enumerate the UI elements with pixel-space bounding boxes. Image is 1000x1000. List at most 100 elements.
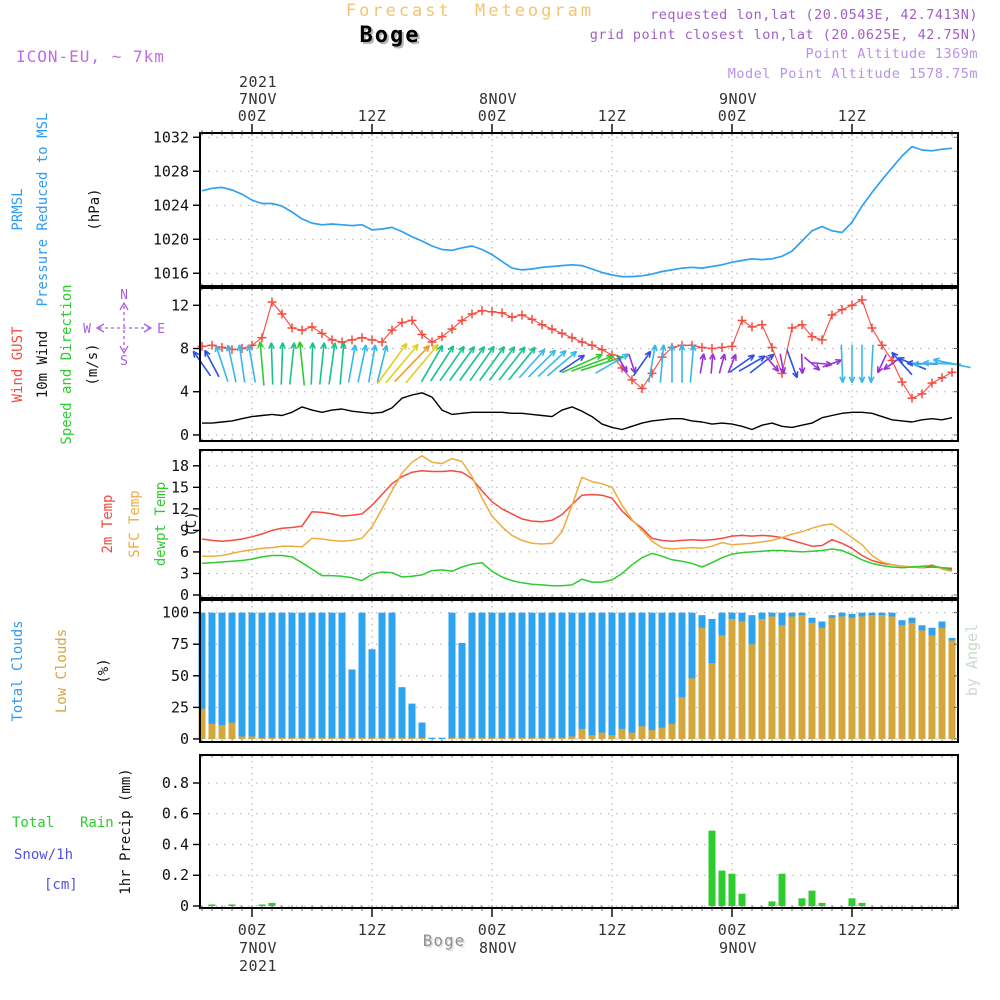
y-tick-label: 0 — [180, 730, 189, 748]
time-tick-label-bottom: 00Z — [478, 921, 507, 939]
panel-prmsl: 1016 1020 1024 1028 1032 PRMSL Pressure Reduce… — [10, 113, 959, 307]
series-markers-0 — [197, 295, 957, 403]
y-tick-label: 12 — [171, 296, 189, 314]
time-tick-label-top: 12Z — [838, 107, 867, 125]
y-tick-label: 8 — [180, 340, 189, 358]
axis-label: (%) — [96, 658, 112, 683]
y-tick-label: 100 — [162, 604, 189, 622]
bars-0 — [208, 830, 866, 907]
y-tick-label: 50 — [171, 667, 189, 685]
date-label-top: 9NOV — [719, 90, 757, 108]
y-tick-label: 12 — [171, 500, 189, 518]
axis-label: Total Clouds — [10, 620, 26, 721]
date-label-top: 8NOV — [479, 90, 517, 108]
axis-label: (hPa) — [87, 188, 103, 230]
compass-letter: E — [157, 322, 165, 337]
year-label-top: 2021 — [239, 73, 277, 91]
requested-coords: requested lon,lat (20.0543E, 42.7413N) — [650, 7, 978, 23]
axis-label: Wind GUST — [10, 326, 26, 402]
axis-label: (m/s) — [85, 343, 101, 385]
axis-label: 10m Wind — [35, 331, 51, 398]
y-tick-label: 25 — [171, 698, 189, 716]
y-tick-label: 0 — [180, 897, 189, 915]
time-tick-label-top: 00Z — [718, 107, 747, 125]
axis-label: Low Clouds — [54, 629, 70, 713]
y-tick-label: 15 — [171, 478, 189, 496]
footer-station: Boge — [423, 931, 466, 950]
date-label-top: 7NOV — [239, 90, 277, 108]
y-tick-label: 18 — [171, 457, 189, 475]
footer-station-shadow: Boge — [424, 933, 467, 952]
date-label-bottom: 7NOV — [239, 939, 277, 957]
axis-label: (C) — [184, 511, 200, 536]
series-line-0 — [201, 145, 953, 278]
model-point-altitude: Model Point Altitude 1578.75m — [727, 65, 978, 82]
legend-label: Rain — [80, 815, 114, 831]
y-tick-label: 0.8 — [162, 774, 189, 792]
time-tick-label-top: 12Z — [358, 107, 387, 125]
axis-label: SFC Temp — [127, 490, 143, 557]
series-line-1 — [202, 454, 953, 573]
grid-point-coords: grid point closest lon,lat (20.0625E, 42… — [589, 26, 978, 43]
axis-label: 1hr Precip (mm) — [118, 768, 134, 894]
time-tick-label-bottom: 00Z — [718, 921, 747, 939]
point-altitude: Point Altitude 1369m — [805, 46, 978, 62]
y-tick-label: 1020 — [153, 230, 189, 248]
y-tick-label: 0.4 — [162, 835, 189, 853]
y-tick-label: 75 — [171, 635, 189, 653]
time-tick-label-top: 12Z — [598, 107, 627, 125]
y-tick-label: 4 — [180, 383, 189, 401]
y-tick-label: 3 — [180, 564, 189, 582]
wind-direction-arrows — [192, 341, 971, 386]
time-tick-label-bottom: 12Z — [598, 921, 627, 939]
y-tick-label: 1016 — [153, 264, 189, 282]
legend-label: Total — [12, 815, 54, 831]
compass-letter: N — [120, 288, 128, 303]
year-label-bottom: 2021 — [239, 957, 277, 975]
axis-label: dewpt Temp — [153, 482, 169, 566]
y-tick-label: 0.2 — [162, 866, 189, 884]
time-tick-label-bottom: 00Z — [238, 921, 267, 939]
y-tick-label: 0 — [180, 586, 189, 604]
panel-wind: N S W E 0 4 8 12 Wind GUST 10m Wind Speed and Dire… — [10, 284, 971, 445]
bars-0 — [198, 612, 956, 739]
y-tick-label: 1032 — [153, 128, 189, 146]
bars-1 — [198, 615, 956, 739]
series-line-0 — [201, 299, 953, 399]
compass-letter: S — [120, 354, 128, 369]
model-label: ICON-EU, ~ 7km — [16, 47, 165, 66]
series-line-0 — [201, 470, 953, 570]
axis-label: PRMSL — [10, 188, 26, 230]
axis-label: 2m Temp — [100, 494, 116, 553]
y-tick-label: 1024 — [153, 196, 189, 214]
panel-clouds: 0 25 50 75 100 Total Clouds Low Clouds (%) — [10, 599, 959, 748]
y-tick-label: 6 — [180, 543, 189, 561]
axis-label: Speed and Direction — [59, 284, 75, 444]
legend-label: [cm] — [44, 877, 78, 893]
panel-temp: 0 3 6 9 12 15 18 2m Temp SFC Temp dewpt Temp (C) — [100, 449, 959, 604]
date-label-bottom: 9NOV — [719, 939, 757, 957]
watermark: by Angel — [963, 624, 981, 696]
time-tick-label-bottom: 12Z — [358, 921, 387, 939]
y-tick-label: 1028 — [153, 162, 189, 180]
y-tick-label: 9 — [180, 521, 189, 539]
legend-label: Snow/1h — [14, 847, 73, 863]
time-axis: 00Z00Z7NOV7NOV2021202112Z12Z00Z00Z8NOV8N… — [201, 73, 953, 975]
page-title: Forecast Meteogram — [345, 1, 595, 21]
compass-rose — [95, 301, 153, 355]
series-line-2 — [201, 548, 953, 587]
time-tick-label-top: 00Z — [238, 107, 267, 125]
time-tick-label-top: 00Z — [478, 107, 507, 125]
series-line-1 — [202, 392, 953, 431]
y-tick-label: 0 — [180, 426, 189, 444]
station-title: Boge — [359, 23, 421, 48]
time-tick-label-bottom: 12Z — [838, 921, 867, 939]
compass-letter: W — [83, 322, 91, 337]
y-tick-label: 0.6 — [162, 805, 189, 823]
axis-label: Pressure Reduced to MSL — [35, 113, 51, 307]
location-meta: requested lon,lat (20.0543E, 42.7413N) g… — [590, 6, 978, 84]
date-label-bottom: 8NOV — [479, 939, 517, 957]
panel-precip: 0 0.2 0.4 0.6 0.8 1hr Precip (mm) Total Rain Sno… — [12, 754, 959, 915]
